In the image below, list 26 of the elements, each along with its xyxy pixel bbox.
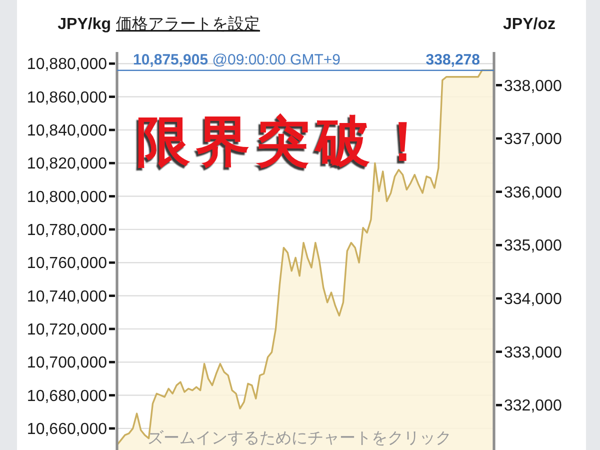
annotation: ズームインするためにチャートをクリック xyxy=(148,430,452,447)
annotation: 338,278 xyxy=(426,51,480,68)
text: 価格アラートを設定 xyxy=(116,15,260,33)
y-tick-label: 10,820,000 xyxy=(26,156,108,173)
y2-tick-label: 337,000 xyxy=(504,131,562,148)
y-tick-label: 10,800,000 xyxy=(26,188,108,206)
y-tick-label: 10,840,000 xyxy=(26,122,108,140)
y2-tick-label: 338,000 xyxy=(504,78,562,95)
y-tick-label: 10,860,000 xyxy=(26,89,108,106)
y-tick-label: 10,780,000 xyxy=(26,222,108,240)
annotation: 限界突破！ xyxy=(136,112,436,172)
y-tick-label: 10,740,000 xyxy=(26,288,108,306)
y2-tick-label: 334,000 xyxy=(504,291,562,308)
y2-tick-label: 336,000 xyxy=(504,184,562,202)
y2-tick-label: 333,000 xyxy=(504,344,562,362)
y-tick-label: 10,880,000 xyxy=(26,56,108,74)
y-axis-title: JPY/kg xyxy=(58,16,111,33)
y2-tick-label: 335,000 xyxy=(504,238,562,255)
y-tick-label: 10,700,000 xyxy=(26,354,108,372)
y2-axis-title: JPY/oz xyxy=(503,16,556,33)
y-tick-label: 10,660,000 xyxy=(26,421,108,438)
y2-tick-label: 332,000 xyxy=(504,398,562,415)
ref-line-label: 10,875,905 @09:00:00 GMT+9 xyxy=(133,51,340,68)
y-tick-label: 10,680,000 xyxy=(26,388,108,405)
y-tick-label: 10,760,000 xyxy=(26,255,108,272)
y-tick-label: 10,720,000 xyxy=(26,322,108,339)
